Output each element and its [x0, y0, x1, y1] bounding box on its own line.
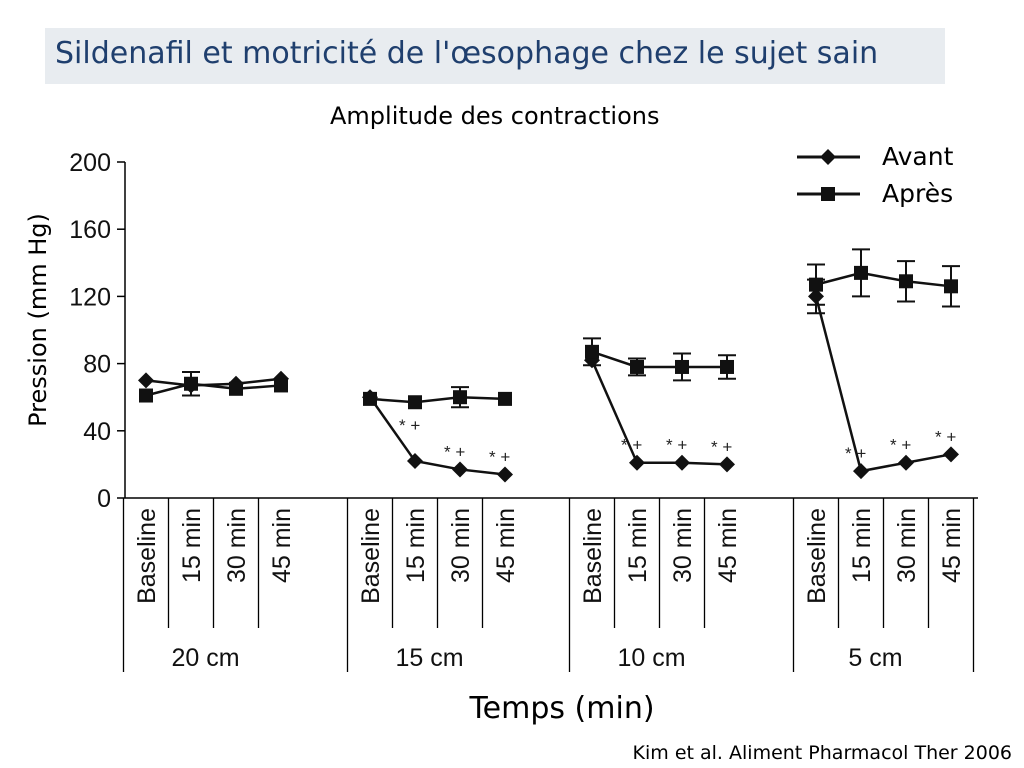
y-tick-label: 120	[69, 283, 111, 311]
significance-mark: * +	[489, 447, 510, 466]
category-label: 15 min	[848, 508, 876, 583]
series-apres	[139, 248, 960, 410]
square-marker	[184, 376, 198, 391]
square-marker	[274, 378, 288, 393]
category-label: Baseline	[357, 508, 385, 604]
category-label: 15 min	[402, 508, 430, 583]
diamond-marker	[629, 454, 645, 471]
category-label: 30 min	[223, 508, 251, 583]
diamond-marker	[719, 456, 735, 473]
series-line	[814, 296, 952, 473]
category-label: Baseline	[579, 508, 607, 604]
diamond-marker	[898, 454, 914, 471]
title-box: Sildenafil et motricité de l'œsophage ch…	[45, 28, 945, 84]
diamond-marker	[943, 446, 959, 463]
y-tick-label: 200	[69, 149, 111, 177]
group-label: 10 cm	[617, 644, 685, 672]
series-line	[369, 395, 506, 404]
group-label: 15 cm	[395, 644, 463, 672]
axes: 0 40 80 120 160 200 Baseline 15 min 30 min 45 min…	[69, 149, 978, 672]
category-label: Baseline	[133, 508, 161, 604]
category-label: 15 min	[624, 508, 652, 583]
category-label: 45 min	[492, 508, 520, 583]
y-tick-label: 40	[83, 418, 111, 446]
square-marker	[585, 344, 599, 359]
category-label: 45 min	[714, 508, 742, 583]
square-marker	[498, 391, 512, 406]
y-tick-label: 0	[97, 485, 111, 513]
significance-mark: * +	[444, 442, 465, 461]
category-label: 30 min	[893, 508, 921, 583]
significance-mark: * +	[935, 427, 956, 446]
significance-mark: * +	[890, 436, 911, 455]
series-avant	[138, 278, 959, 483]
significance-mark: * +	[845, 444, 866, 463]
series-line	[591, 350, 727, 369]
square-marker	[675, 359, 689, 374]
legend: Avant Après	[797, 142, 954, 208]
diamond-marker	[407, 453, 423, 470]
legend-label-avant: Avant	[882, 142, 954, 171]
category-label: Baseline	[803, 508, 831, 604]
category-label: 15 min	[178, 508, 206, 583]
diamond-marker	[820, 149, 836, 165]
square-marker	[720, 359, 734, 374]
group-label: 20 cm	[171, 644, 239, 672]
category-label: 45 min	[938, 508, 966, 583]
source-citation: Kim et al. Aliment Pharmacol Ther 2006	[632, 742, 1012, 764]
category-label: 30 min	[447, 508, 475, 583]
series-line	[815, 271, 952, 288]
slide-title: Sildenafil et motricité de l'œsophage ch…	[55, 36, 879, 71]
category-label: 45 min	[268, 508, 296, 583]
diamond-marker	[138, 372, 154, 389]
square-marker	[363, 391, 377, 406]
category-label: 30 min	[669, 508, 697, 583]
diamond-marker	[452, 461, 468, 478]
square-marker	[408, 395, 422, 410]
legend-label-apres: Après	[882, 179, 953, 208]
square-marker	[139, 388, 153, 403]
y-axis-title: Pression (mm Hg)	[24, 213, 52, 427]
square-marker	[899, 274, 913, 289]
y-tick-label: 80	[83, 351, 111, 379]
chart-marks: * + * + * + * + * + * + * + * + * +	[138, 248, 960, 483]
series-line	[145, 382, 282, 397]
series-line	[145, 377, 282, 387]
series-line	[368, 396, 506, 476]
significance-mark: * +	[399, 416, 420, 435]
chart-subtitle: Amplitude des contractions	[330, 102, 660, 130]
group-label: 5 cm	[848, 644, 902, 672]
diamond-marker	[497, 466, 513, 483]
diamond-marker	[853, 463, 869, 480]
square-marker	[630, 359, 644, 374]
significance-mark: * +	[621, 436, 642, 455]
square-marker	[453, 390, 467, 405]
square-marker	[944, 279, 958, 294]
square-marker	[821, 187, 835, 201]
square-marker	[854, 265, 868, 280]
diamond-marker	[674, 454, 690, 471]
series-line	[590, 359, 728, 466]
significance-mark: * +	[666, 436, 687, 455]
x-axis-title: Temps (min)	[468, 691, 654, 726]
square-marker	[229, 381, 243, 396]
y-tick-label: 160	[69, 216, 111, 244]
significance-mark: * +	[711, 437, 732, 456]
square-marker	[809, 277, 823, 292]
